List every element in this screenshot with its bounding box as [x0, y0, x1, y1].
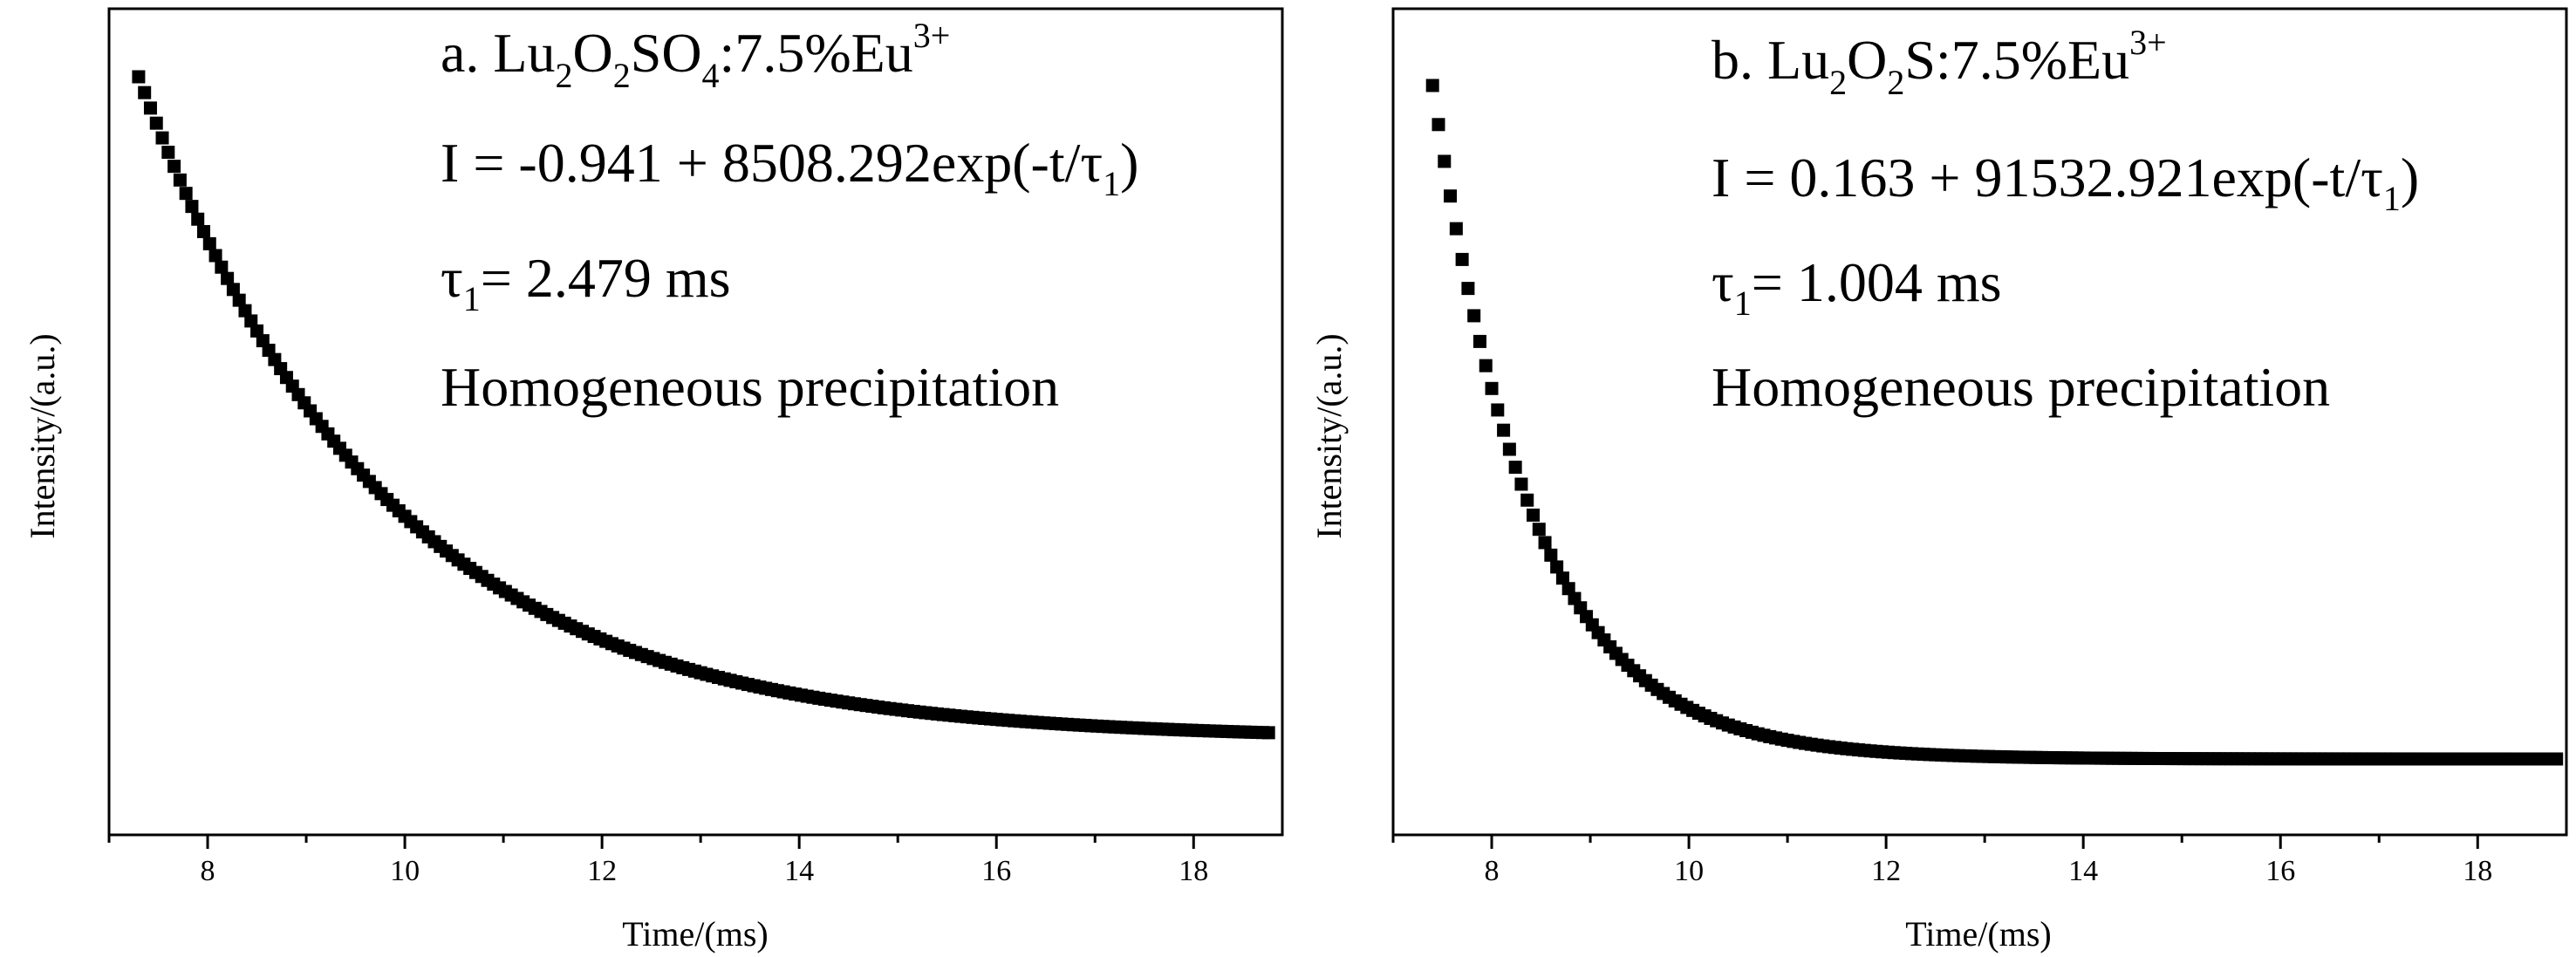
data-point-a-12 [202, 236, 216, 250]
data-point-a-6 [167, 160, 181, 174]
series-points-a [132, 70, 1275, 740]
data-point-b-6 [1461, 282, 1475, 296]
data-point-b-10 [1485, 381, 1499, 395]
panel-a: 8 10 12 14 16 18 Time/(ms) Intensity/(a.u.) a… [23, 7, 1284, 954]
x-ticks-b: 8 10 12 14 16 18 [1391, 835, 2492, 887]
data-point-b-18 [1532, 523, 1546, 537]
panel-b: 8 10 12 14 16 18 Time/(ms) Intensity/(a.u.) b… [1309, 7, 2568, 954]
x-axis-label-b: Time/(ms) [1905, 914, 2051, 954]
data-point-a-16 [226, 283, 240, 297]
annotation-tau-a: τ1= 2.479 ms [441, 247, 731, 318]
x-tick-label-b-12: 12 [1871, 855, 1901, 887]
x-axis-label-a: Time/(ms) [622, 914, 768, 954]
annotation-a: a. Lu2O2SO4:7.5%Eu3+ I = -0.941 + 8508.2… [441, 16, 1138, 418]
y-axis-label-b: Intensity/(a.u.) [1309, 333, 1349, 539]
x-tick-label-a-8: 8 [201, 855, 215, 887]
y-axis-label-a: Intensity/(a.u.) [23, 333, 62, 539]
data-point-a-3 [149, 116, 163, 130]
data-point-b-20 [1544, 548, 1558, 562]
x-tick-label-b-16: 16 [2265, 855, 2295, 887]
plot-frame-b [1391, 7, 2568, 837]
data-point-a-17 [232, 293, 246, 307]
annotation-equation-b: I = 0.163 + 91532.921exp(-t/τ1) [1712, 147, 2419, 218]
x-tick-label-a-12: 12 [587, 855, 617, 887]
data-point-b-5 [1455, 252, 1469, 266]
data-point-a-4 [155, 131, 169, 145]
data-point-a-15 [221, 271, 235, 285]
data-point-a-1 [138, 85, 152, 99]
data-point-b-8 [1472, 334, 1486, 348]
annotation-method-b: Homogeneous precipitation [1712, 356, 2330, 418]
data-point-b-7 [1467, 309, 1481, 323]
x-tick-label-b-10: 10 [1674, 855, 1704, 887]
data-point-a-191 [1261, 726, 1275, 740]
x-tick-label-a-14: 14 [784, 855, 814, 887]
data-point-b-21 [1550, 560, 1564, 574]
data-point-a-11 [197, 224, 210, 238]
data-point-a-5 [161, 146, 175, 160]
data-point-b-12 [1497, 423, 1511, 437]
data-point-a-2 [143, 101, 157, 115]
data-point-b-13 [1502, 442, 1516, 456]
data-point-b-2 [1438, 154, 1452, 168]
data-point-a-13 [208, 249, 222, 263]
x-tick-label-b-8: 8 [1485, 855, 1500, 887]
plot-frame-a [107, 7, 1284, 837]
data-point-b-14 [1508, 461, 1522, 475]
data-point-a-0 [132, 70, 146, 84]
data-point-b-19 [1538, 536, 1552, 550]
data-point-b-17 [1527, 508, 1540, 522]
series-points-b [1425, 79, 2564, 766]
annotation-equation-a: I = -0.941 + 8508.292exp(-t/τ1) [441, 132, 1138, 203]
data-point-b-15 [1514, 477, 1528, 491]
data-point-b-11 [1491, 403, 1505, 417]
x-tick-label-b-18: 18 [2463, 855, 2492, 887]
data-point-b-1 [1431, 118, 1445, 132]
data-point-b-16 [1520, 493, 1534, 507]
data-point-a-19 [244, 314, 258, 328]
annotation-method-a: Homogeneous precipitation [441, 356, 1059, 418]
data-point-b-23 [1561, 582, 1575, 596]
data-point-b-0 [1425, 79, 1439, 92]
annotation-compound-b: b. Lu2O2S:7.5%Eu3+ [1712, 23, 2167, 102]
data-point-b-3 [1444, 189, 1458, 203]
data-point-a-18 [238, 304, 252, 318]
annotation-b: b. Lu2O2S:7.5%Eu3+ I = 0.163 + 91532.921… [1712, 23, 2419, 418]
x-tick-label-b-14: 14 [2068, 855, 2098, 887]
data-point-a-8 [179, 187, 193, 201]
data-point-b-9 [1479, 359, 1493, 373]
x-ticks-a: 8 10 12 14 16 18 [107, 835, 1208, 887]
data-point-b-22 [1555, 571, 1569, 585]
data-point-a-9 [185, 200, 199, 214]
x-tick-label-a-18: 18 [1179, 855, 1208, 887]
annotation-tau-b: τ1= 1.004 ms [1712, 251, 2002, 323]
data-point-a-10 [191, 212, 205, 226]
data-point-b-4 [1449, 222, 1463, 236]
annotation-compound-a: a. Lu2O2SO4:7.5%Eu3+ [441, 16, 950, 95]
data-point-a-14 [215, 260, 229, 274]
data-point-a-7 [173, 173, 187, 187]
data-point-b-190 [2550, 752, 2564, 766]
x-tick-label-a-16: 16 [981, 855, 1011, 887]
x-tick-label-a-10: 10 [390, 855, 420, 887]
